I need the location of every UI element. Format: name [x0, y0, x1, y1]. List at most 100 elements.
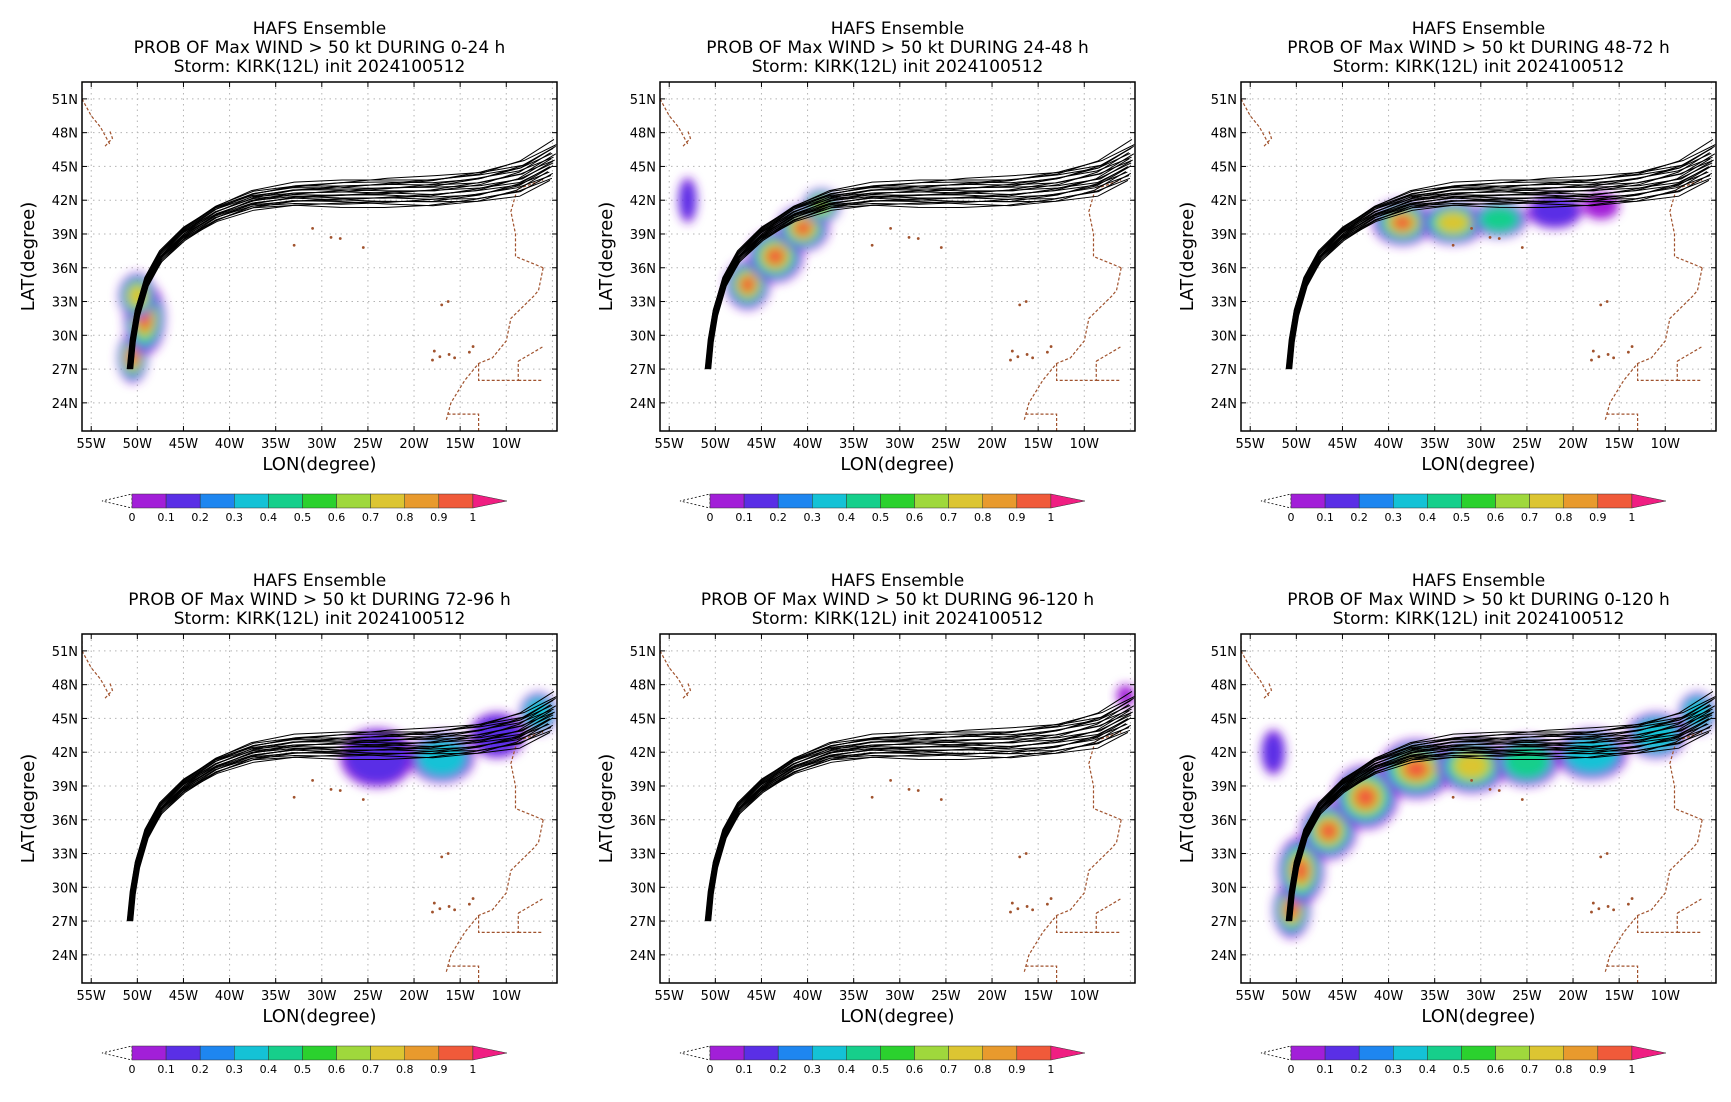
colorbar-label: 0.5: [1453, 1063, 1471, 1076]
track-member: [127, 696, 557, 922]
colorbar-swatch: [199, 493, 235, 509]
plot-frame: [81, 633, 558, 984]
y-tick-label: 27N: [630, 915, 656, 930]
x-tick-label: 55W: [77, 989, 107, 1004]
y-tick-label: 33N: [1211, 848, 1237, 863]
x-tick-label: 15W: [445, 989, 475, 1004]
island: [1597, 907, 1601, 911]
colorbar-swatch: [948, 493, 983, 509]
colorbar-arrow-high: [1631, 493, 1667, 509]
colorbar-label: 0.1: [1316, 1063, 1334, 1076]
border: [1024, 965, 1058, 983]
coastline: [1241, 639, 1270, 697]
x-tick-label: 20W: [399, 437, 429, 452]
plot-frame: [81, 81, 558, 432]
colorbar-label: 0.9: [1008, 1063, 1026, 1076]
colorbar-label: 0.7: [940, 511, 958, 524]
plot-inner: [82, 82, 557, 431]
y-tick-label: 30N: [630, 881, 656, 896]
y-tick-label: 42N: [52, 194, 78, 209]
x-tick-label: 15W: [1023, 989, 1053, 1004]
colorbar-swatch: [1016, 1045, 1052, 1061]
colorbar-swatch: [880, 493, 915, 509]
island: [1520, 246, 1524, 249]
y-tick-label: 27N: [1211, 363, 1237, 378]
y-tick-label: 39N: [52, 780, 78, 795]
island: [1049, 345, 1053, 348]
colorbar-swatch: [777, 493, 813, 509]
colorbar-swatch: [131, 1045, 167, 1061]
y-tick-label: 36N: [1211, 814, 1237, 829]
island: [447, 905, 451, 908]
x-tick-label: 20W: [977, 989, 1007, 1004]
x-tick-label: 30W: [1466, 437, 1496, 452]
plot-inner: [82, 634, 557, 983]
island: [907, 787, 911, 791]
colorbar-label: 0.3: [804, 511, 822, 524]
colorbar-swatch: [438, 493, 474, 509]
island: [1497, 789, 1501, 792]
colorbar-label: 1: [469, 511, 476, 524]
colorbar-label: 0.6: [328, 511, 346, 524]
track-member: [1285, 690, 1714, 922]
colorbar-label: 0.4: [1419, 511, 1437, 524]
y-tick-label: 24N: [630, 397, 656, 412]
y-tick-label: 45N: [1211, 160, 1237, 175]
colorbar-label: 0.3: [804, 1063, 822, 1076]
coastline: [660, 87, 689, 145]
colorbar-arrow-high: [1050, 1045, 1086, 1061]
y-axis-label: LAT(degree): [596, 754, 617, 863]
x-axis-label: LON(degree): [1421, 1006, 1535, 1027]
x-tick-label: 10W: [1651, 989, 1681, 1004]
island: [1031, 908, 1035, 912]
island: [453, 356, 457, 360]
y-tick-label: 45N: [52, 160, 78, 175]
x-tick-label: 50W: [123, 989, 153, 1004]
plot-inner: [1241, 634, 1716, 983]
plot-frame: [1240, 633, 1717, 984]
colorbar-label: 0.4: [838, 1063, 856, 1076]
x-tick-label: 15W: [1023, 437, 1053, 452]
border: [1605, 965, 1639, 983]
x-axis-label: LON(degree): [840, 454, 954, 475]
colorbar-label: 1: [1628, 1063, 1635, 1076]
island: [1626, 350, 1630, 354]
panel-subtitle: PROB OF Max WIND > 50 kt DURING 0-24 h: [134, 38, 506, 58]
x-tick-label: 40W: [215, 437, 245, 452]
track-member: [1285, 138, 1714, 370]
colorbar-label: 0.4: [838, 511, 856, 524]
colorbar-swatch: [846, 1045, 881, 1061]
colorbar-label: 0: [129, 1063, 136, 1076]
island: [432, 349, 436, 353]
coastline: [104, 682, 114, 699]
x-tick-label: 45W: [1328, 989, 1358, 1004]
island: [1025, 905, 1029, 908]
island: [1591, 349, 1595, 353]
y-tick-label: 42N: [630, 194, 656, 209]
x-axis-label: LON(degree): [262, 1006, 376, 1027]
coastline: [1604, 819, 1703, 972]
colorbar-swatch: [370, 1045, 405, 1061]
colorbar-swatch: [914, 1045, 949, 1061]
colorbar-swatch: [1563, 1045, 1599, 1061]
coastline: [1263, 682, 1273, 699]
x-tick-label: 50W: [1282, 437, 1312, 452]
island: [1018, 303, 1022, 307]
border: [1024, 413, 1058, 431]
colorbar-label: 0.8: [974, 511, 992, 524]
coastline: [82, 87, 111, 145]
y-tick-label: 36N: [1211, 262, 1237, 277]
island: [432, 901, 436, 905]
colorbar-label: 0.8: [974, 1063, 992, 1076]
colorbar-swatch: [199, 1045, 235, 1061]
x-tick-label: 40W: [793, 989, 823, 1004]
colorbar-swatch: [982, 493, 1018, 509]
island: [361, 246, 365, 249]
y-tick-label: 39N: [630, 780, 656, 795]
plot-frame: [1240, 81, 1717, 432]
plot-inner: [1241, 82, 1716, 431]
plot-area: [82, 634, 557, 983]
coastline: [1023, 819, 1122, 972]
y-tick-label: 45N: [630, 160, 656, 175]
x-tick-label: 20W: [977, 437, 1007, 452]
